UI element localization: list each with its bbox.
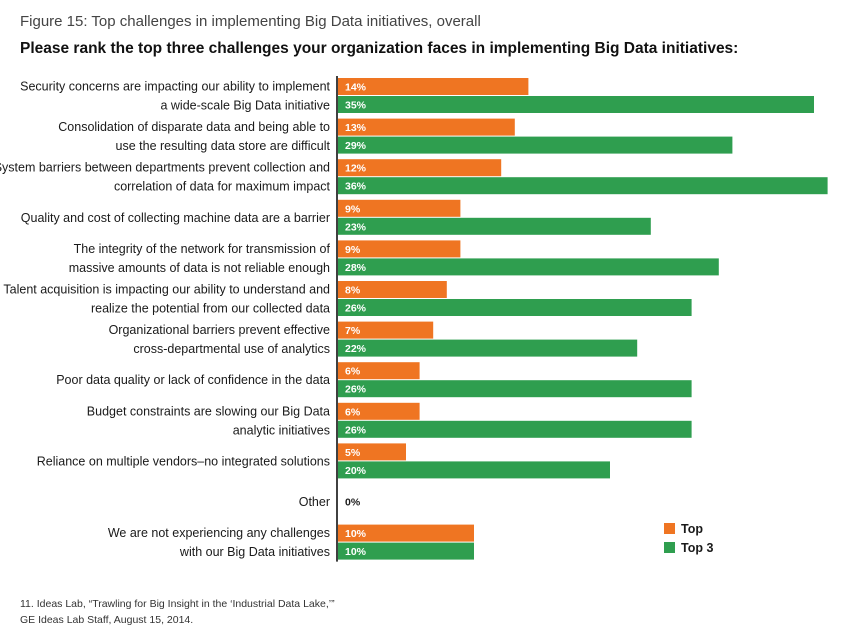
category-label: with our Big Data initiatives	[179, 545, 330, 559]
category-label: Other	[299, 495, 330, 509]
bar-top3	[338, 217, 651, 235]
category-label: correlation of data for maximum impact	[114, 180, 331, 194]
data-label: 36%	[345, 181, 367, 193]
bar-top3	[338, 339, 638, 357]
bar-top3	[338, 96, 814, 113]
data-label: 7%	[345, 325, 361, 337]
data-label: 26%	[345, 303, 367, 315]
bar-top	[338, 402, 420, 420]
bar-top	[338, 199, 461, 217]
category-label: cross-departmental use of analytics	[133, 342, 330, 356]
category-label: realize the potential from our collected…	[91, 302, 330, 316]
category-label: System barriers between departments prev…	[0, 161, 330, 175]
data-label: 29%	[345, 140, 367, 152]
category-label: Organizational barriers prevent effectiv…	[109, 323, 330, 337]
footnote-line-1: 11. Ideas Lab, “Trawling for Big Insight…	[20, 598, 335, 610]
bar-top	[338, 118, 515, 136]
category-label: Consolidation of disparate data and bein…	[58, 120, 330, 134]
footnote: 11. Ideas Lab, “Trawling for Big Insight…	[20, 596, 335, 628]
category-label: We are not experiencing any challenges	[108, 526, 330, 540]
bar-top3	[338, 542, 474, 560]
category-label: Talent acquisition is impacting our abil…	[3, 283, 330, 297]
category-label: The integrity of the network for transmi…	[74, 242, 331, 256]
category-label: Reliance on multiple vendors–no integrat…	[37, 454, 330, 468]
bar-top	[338, 524, 474, 542]
data-label: 12%	[345, 163, 367, 175]
bar-top3	[338, 380, 692, 398]
data-label: 20%	[345, 465, 367, 477]
category-label: analytic initiatives	[233, 423, 330, 437]
bar-top	[338, 443, 406, 461]
data-label: 10%	[345, 528, 367, 540]
category-label: use the resulting data store are difficu…	[116, 139, 331, 153]
question-title: Please rank the top three challenges you…	[20, 40, 739, 57]
bar-top3	[338, 177, 828, 195]
bar-top3	[338, 258, 719, 276]
bar-top	[338, 159, 502, 177]
data-label: 6%	[345, 366, 361, 378]
figure-title: Figure 15: Top challenges in implementin…	[20, 13, 481, 30]
data-label: 6%	[345, 406, 361, 418]
category-label: Poor data quality or lack of confidence …	[56, 373, 330, 387]
data-label: 13%	[345, 122, 367, 134]
bar-top	[338, 362, 420, 380]
bar-top	[338, 240, 461, 258]
bar-top	[338, 78, 529, 95]
footnote-line-2: GE Ideas Lab Staff, August 15, 2014.	[20, 614, 194, 626]
bar-top3	[338, 420, 692, 438]
bar-top	[338, 281, 447, 298]
bar-top	[338, 321, 434, 339]
data-label: 5%	[345, 447, 361, 459]
data-label: 26%	[345, 384, 367, 396]
category-label: Quality and cost of collecting machine d…	[21, 211, 330, 225]
bar-top3	[338, 299, 692, 316]
data-label: 0%	[345, 497, 361, 509]
data-label: 10%	[345, 546, 367, 558]
data-label: 23%	[345, 221, 367, 233]
data-label: 35%	[345, 100, 367, 112]
category-label: a wide-scale Big Data initiative	[160, 99, 330, 113]
bar-top3	[338, 136, 733, 154]
legend-label: Top	[681, 522, 703, 536]
category-label: massive amounts of data is not reliable …	[69, 261, 330, 275]
legend-swatch	[664, 542, 675, 553]
data-label: 8%	[345, 285, 361, 297]
legend-label: Top 3	[681, 541, 713, 555]
category-label: Budget constraints are slowing our Big D…	[87, 404, 330, 418]
data-label: 22%	[345, 343, 367, 355]
category-label: Security concerns are impacting our abil…	[20, 80, 330, 94]
data-label: 26%	[345, 424, 367, 436]
data-label: 9%	[345, 203, 361, 215]
data-label: 28%	[345, 262, 367, 274]
bar-top3	[338, 461, 610, 479]
data-label: 14%	[345, 82, 367, 94]
legend-swatch	[664, 523, 675, 534]
data-label: 9%	[345, 244, 361, 256]
